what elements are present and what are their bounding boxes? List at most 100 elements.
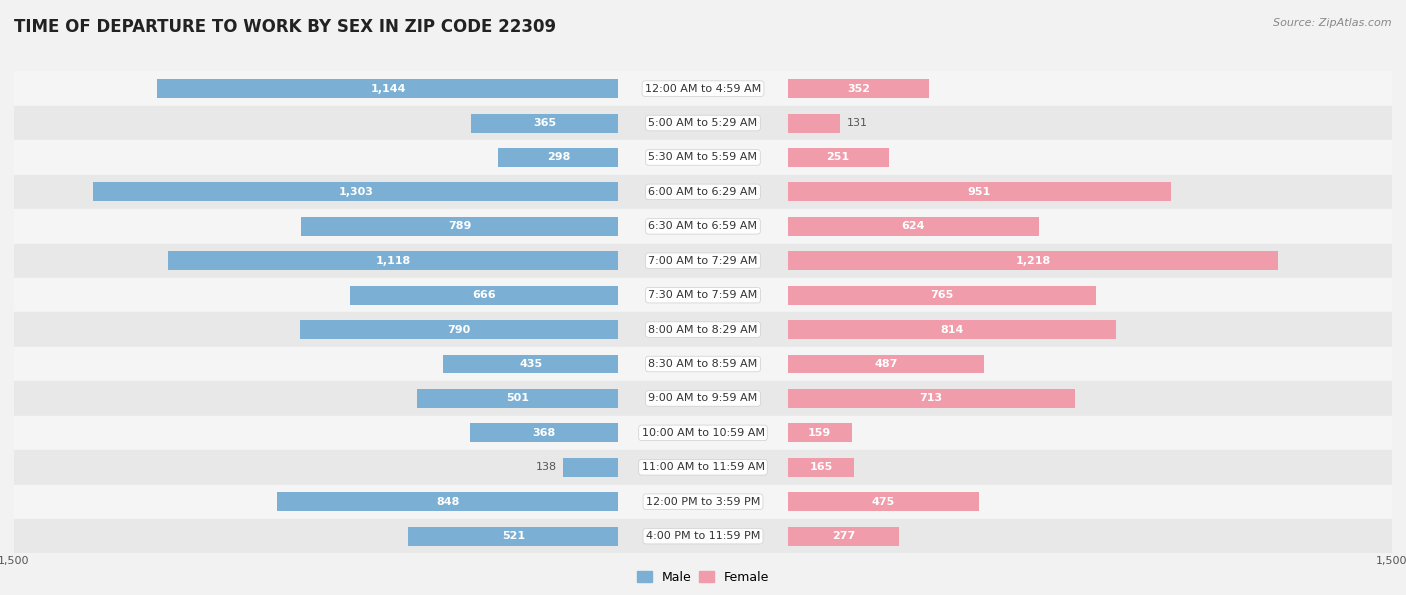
Text: 8:30 AM to 8:59 AM: 8:30 AM to 8:59 AM <box>648 359 758 369</box>
Bar <box>93 183 619 201</box>
Text: 10:00 AM to 10:59 AM: 10:00 AM to 10:59 AM <box>641 428 765 438</box>
Text: 7:30 AM to 7:59 AM: 7:30 AM to 7:59 AM <box>648 290 758 300</box>
Text: 666: 666 <box>472 290 496 300</box>
Bar <box>416 389 619 408</box>
Bar <box>787 278 1392 312</box>
Text: 12:00 PM to 3:59 PM: 12:00 PM to 3:59 PM <box>645 497 761 507</box>
Text: 277: 277 <box>832 531 855 541</box>
Text: 9:00 AM to 9:59 AM: 9:00 AM to 9:59 AM <box>648 393 758 403</box>
Legend: Male, Female: Male, Female <box>631 566 775 588</box>
Bar <box>787 217 1039 236</box>
Bar <box>787 355 984 374</box>
Text: 251: 251 <box>827 152 849 162</box>
Bar <box>787 347 1392 381</box>
Text: 789: 789 <box>447 221 471 231</box>
Text: 159: 159 <box>808 428 831 438</box>
Bar <box>787 71 1392 106</box>
Bar <box>787 183 1171 201</box>
Bar <box>14 347 619 381</box>
Text: 7:00 AM to 7:29 AM: 7:00 AM to 7:29 AM <box>648 256 758 266</box>
Bar <box>299 320 619 339</box>
Bar <box>787 148 889 167</box>
Text: 624: 624 <box>901 221 925 231</box>
Text: 713: 713 <box>920 393 943 403</box>
Text: 298: 298 <box>547 152 569 162</box>
Bar <box>787 79 929 98</box>
Bar <box>619 450 787 484</box>
Bar <box>277 492 619 511</box>
Text: 487: 487 <box>875 359 897 369</box>
Text: 8:00 AM to 8:29 AM: 8:00 AM to 8:29 AM <box>648 325 758 334</box>
Bar <box>301 217 619 236</box>
Bar <box>787 251 1278 270</box>
Bar <box>14 416 619 450</box>
Bar <box>787 209 1392 243</box>
Bar <box>787 320 1115 339</box>
Bar <box>14 71 619 106</box>
Bar <box>619 140 787 175</box>
Bar <box>14 140 619 175</box>
Bar <box>14 175 619 209</box>
Text: 475: 475 <box>872 497 894 507</box>
Text: 368: 368 <box>533 428 555 438</box>
Bar <box>787 527 900 546</box>
Text: 790: 790 <box>447 325 471 334</box>
Bar <box>619 381 787 416</box>
Bar <box>787 424 852 442</box>
Bar <box>470 424 619 442</box>
Bar <box>409 527 619 546</box>
Bar <box>787 286 1095 305</box>
Text: 814: 814 <box>939 325 963 334</box>
Bar <box>471 114 619 133</box>
Bar <box>787 312 1392 347</box>
Text: TIME OF DEPARTURE TO WORK BY SEX IN ZIP CODE 22309: TIME OF DEPARTURE TO WORK BY SEX IN ZIP … <box>14 18 557 36</box>
Bar <box>498 148 619 167</box>
Bar <box>787 140 1392 175</box>
Bar <box>14 278 619 312</box>
Bar <box>443 355 619 374</box>
Bar <box>787 175 1392 209</box>
Bar <box>787 381 1392 416</box>
Text: 12:00 AM to 4:59 AM: 12:00 AM to 4:59 AM <box>645 84 761 93</box>
Bar <box>619 175 787 209</box>
Text: 131: 131 <box>846 118 868 128</box>
Text: 5:30 AM to 5:59 AM: 5:30 AM to 5:59 AM <box>648 152 758 162</box>
Text: 1,218: 1,218 <box>1015 256 1050 266</box>
Bar <box>14 450 619 484</box>
Text: 365: 365 <box>533 118 557 128</box>
Bar <box>14 209 619 243</box>
Bar <box>787 450 1392 484</box>
Bar <box>787 416 1392 450</box>
Text: 1,118: 1,118 <box>375 256 411 266</box>
Text: 1,303: 1,303 <box>339 187 374 197</box>
Bar <box>619 416 787 450</box>
Bar <box>14 519 619 553</box>
Text: 521: 521 <box>502 531 524 541</box>
Bar <box>14 312 619 347</box>
Text: 5:00 AM to 5:29 AM: 5:00 AM to 5:29 AM <box>648 118 758 128</box>
Text: 4:00 PM to 11:59 PM: 4:00 PM to 11:59 PM <box>645 531 761 541</box>
Text: 11:00 AM to 11:59 AM: 11:00 AM to 11:59 AM <box>641 462 765 472</box>
Bar <box>157 79 619 98</box>
Text: 848: 848 <box>436 497 460 507</box>
Text: 951: 951 <box>967 187 991 197</box>
Bar <box>167 251 619 270</box>
Text: 6:30 AM to 6:59 AM: 6:30 AM to 6:59 AM <box>648 221 758 231</box>
Text: 165: 165 <box>810 462 832 472</box>
Bar <box>619 347 787 381</box>
Bar <box>562 458 619 477</box>
Bar <box>14 106 619 140</box>
Text: 138: 138 <box>536 462 557 472</box>
Bar <box>14 243 619 278</box>
Bar <box>619 519 787 553</box>
Text: Source: ZipAtlas.com: Source: ZipAtlas.com <box>1274 18 1392 28</box>
Bar <box>14 484 619 519</box>
Bar <box>787 389 1074 408</box>
Bar <box>787 243 1392 278</box>
Text: 435: 435 <box>519 359 543 369</box>
Bar <box>619 278 787 312</box>
Text: 765: 765 <box>931 290 953 300</box>
Text: 501: 501 <box>506 393 529 403</box>
Bar <box>350 286 619 305</box>
Bar <box>787 484 1392 519</box>
